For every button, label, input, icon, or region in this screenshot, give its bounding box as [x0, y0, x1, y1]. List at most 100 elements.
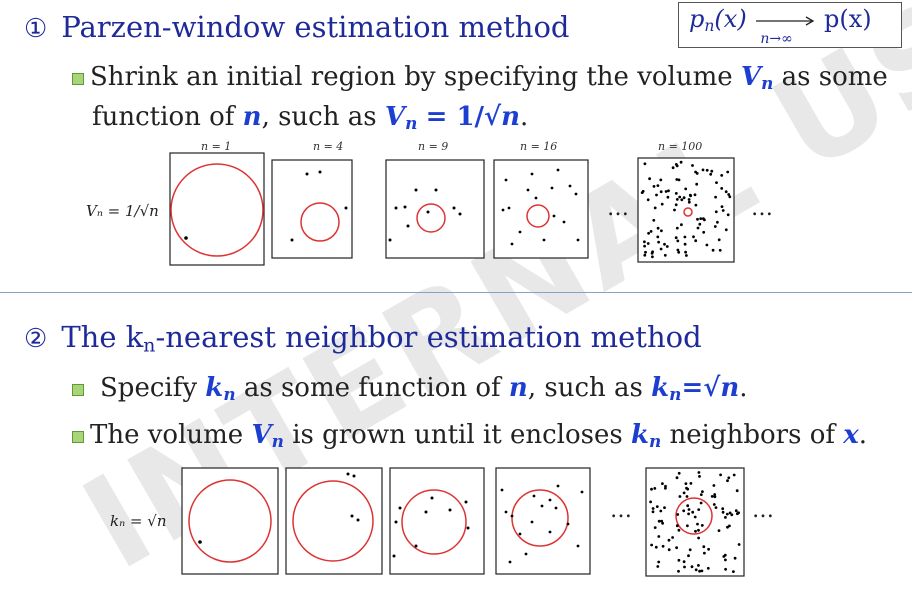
- knn-panel-4: [495, 467, 591, 575]
- sample-point: [712, 503, 716, 506]
- sample-point: [697, 536, 700, 540]
- sample-point: [699, 501, 703, 505]
- sample-point: [648, 177, 651, 181]
- sample-point: [659, 509, 663, 513]
- sample-point: [657, 519, 661, 523]
- sample-point: [687, 512, 690, 516]
- s2-var-V: V: [251, 420, 272, 450]
- sample-point: [721, 510, 725, 514]
- sample-point: [709, 172, 713, 176]
- s2-eq-k: k: [651, 373, 670, 403]
- sample-point: [646, 242, 650, 245]
- sample-point: [702, 217, 705, 221]
- s2-text-a: Specify: [100, 373, 198, 403]
- section2-bullet2: The volume Vn is grown until it encloses…: [72, 420, 867, 451]
- panel-label-n16: n = 16: [520, 140, 558, 153]
- sample-point: [697, 528, 700, 532]
- sample-point: [697, 508, 701, 511]
- sample-point: [675, 476, 679, 480]
- s2-text-e: is grown until it encloses: [292, 420, 623, 450]
- sample-point: [685, 495, 689, 498]
- sample-point: [714, 506, 718, 509]
- s2-var-kn-sub: n: [648, 431, 662, 452]
- sample-point: [724, 228, 728, 232]
- sample-point: [676, 248, 680, 252]
- sample-point: [687, 554, 690, 558]
- sample-point: [720, 205, 724, 208]
- formula-lhs: p: [689, 5, 705, 33]
- bullet-square-icon: [72, 384, 84, 396]
- sample-point: [693, 515, 697, 519]
- sample-point: [676, 239, 680, 243]
- sample-point: [714, 195, 717, 199]
- s2-var-kn: k: [630, 420, 649, 450]
- parzen-panel-4: [493, 159, 589, 259]
- sample-point: [728, 524, 731, 528]
- sample-point: [689, 482, 693, 485]
- sample-point: [649, 500, 652, 504]
- sample-point: [677, 471, 681, 475]
- sample-point: [697, 564, 700, 567]
- bullet-square-icon: [72, 431, 84, 443]
- panel-label-n9: n = 9: [418, 140, 449, 153]
- sample-point: [694, 529, 697, 533]
- formula-rhs: p(x): [823, 5, 872, 33]
- sample-point: [696, 226, 700, 230]
- sample-point: [650, 543, 653, 547]
- parzen-panel-2: [271, 159, 353, 259]
- sample-point: [678, 495, 682, 498]
- sample-point: [706, 566, 710, 570]
- sample-point: [691, 510, 695, 514]
- sample-point: [710, 495, 714, 498]
- sample-point: [661, 521, 664, 525]
- sample-point: [712, 484, 716, 487]
- sample-point: [710, 169, 714, 173]
- sample-point: [675, 226, 679, 230]
- sample-point: [726, 170, 730, 174]
- sample-point: [671, 166, 675, 170]
- sample-point: [697, 471, 701, 474]
- sample-point: [695, 182, 699, 186]
- sample-point: [660, 519, 664, 523]
- sample-point: [675, 198, 679, 201]
- sample-point: [714, 210, 718, 214]
- s2-period-2: .: [858, 420, 868, 450]
- sample-point: [661, 544, 665, 548]
- s2-var-k-sub: n: [223, 384, 236, 405]
- sample-point: [660, 202, 664, 206]
- sample-point: [684, 250, 687, 254]
- sample-point: [643, 240, 646, 244]
- section1-ellipsis-2: …: [751, 196, 773, 221]
- sample-point: [694, 239, 698, 243]
- s1-eq-n: n: [501, 102, 521, 132]
- sample-point: [646, 198, 650, 202]
- sample-point: [713, 493, 717, 496]
- section2-title-sub: n: [143, 335, 156, 357]
- sample-point: [677, 558, 681, 562]
- sample-point: [652, 218, 656, 222]
- sample-point: [701, 490, 704, 493]
- sample-point: [643, 162, 647, 166]
- sample-point: [671, 536, 674, 539]
- sample-point: [735, 489, 739, 493]
- sample-point: [700, 524, 704, 527]
- sample-point: [655, 193, 658, 197]
- sample-point: [711, 248, 715, 252]
- sample-point: [644, 250, 647, 254]
- s2-var-x: x: [843, 420, 859, 450]
- sample-point: [675, 524, 679, 528]
- sample-point: [693, 193, 697, 197]
- sample-point: [696, 522, 699, 526]
- parzen-panel-1: [169, 152, 265, 266]
- sample-point: [686, 524, 689, 528]
- sample-point: [707, 547, 710, 551]
- s2-var-V-sub: n: [271, 431, 284, 452]
- sample-point: [719, 473, 722, 477]
- panel-label-n100: n = 100: [658, 140, 703, 153]
- sample-point: [663, 253, 667, 257]
- sample-point: [664, 486, 667, 490]
- s1-text-d: , such as: [261, 102, 377, 132]
- sample-point: [721, 507, 725, 511]
- sample-point: [677, 528, 681, 532]
- sample-point: [728, 195, 732, 199]
